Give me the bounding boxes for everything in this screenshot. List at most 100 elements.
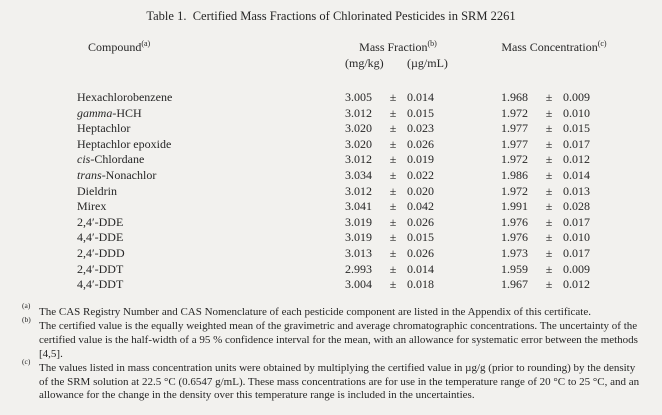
compound-cell: 4,4′-DDE bbox=[77, 230, 345, 246]
compound-cell: 2,4′-DDD bbox=[77, 246, 345, 262]
row-gap bbox=[451, 168, 501, 184]
compound-cell: Mirex bbox=[77, 199, 345, 215]
mc-pm: ± bbox=[545, 214, 553, 229]
row-gap bbox=[451, 215, 501, 231]
footnotes: (a) The CAS Registry Number and CAS Nomen… bbox=[22, 301, 640, 403]
compound-name: Mirex bbox=[77, 199, 107, 214]
footnote: (b) The certified value is the equally we… bbox=[22, 314, 638, 360]
mass-concentration-header-label: Mass Concentration bbox=[501, 40, 598, 54]
mf-value: 3.005 bbox=[345, 90, 372, 104]
mc-uncertainty: 0.017 bbox=[563, 214, 590, 229]
mf-uncertainty: 0.023 bbox=[407, 121, 434, 136]
mf-uncertainty: 0.019 bbox=[407, 152, 434, 167]
compound-cell: 2,4′-DDT bbox=[77, 262, 345, 278]
mc-pm: ± bbox=[545, 199, 553, 214]
mc-value: 1.976 bbox=[501, 214, 528, 229]
row-gap bbox=[451, 199, 501, 215]
mf-value: 3.013 bbox=[345, 245, 372, 260]
compound-header-sup: (a) bbox=[141, 39, 151, 48]
compound-italic: cis bbox=[77, 152, 91, 167]
table-units-row: (mg/kg) (µg/mL) bbox=[77, 56, 662, 71]
row-gap bbox=[451, 246, 501, 262]
mf-value: 3.020 bbox=[345, 121, 372, 136]
mf-value: 3.004 bbox=[345, 277, 372, 292]
compound-name: 2,4′-DDE bbox=[77, 214, 124, 229]
mf-pm: ± bbox=[389, 167, 397, 182]
mc-uncertainty: 0.009 bbox=[563, 261, 590, 276]
mf-uncertainty: 0.014 bbox=[407, 261, 434, 276]
mc-uncertainty: 0.015 bbox=[563, 121, 590, 136]
mc-uncertainty: 0.010 bbox=[563, 230, 590, 245]
compound-cell: 4,4′-DDT bbox=[77, 277, 345, 293]
mc-pm: ± bbox=[545, 245, 553, 260]
mf-value: 3.019 bbox=[345, 230, 372, 245]
compound-name: Hexachlorobenzene bbox=[77, 90, 173, 104]
mf-pm: ± bbox=[389, 230, 397, 245]
compound-cell: gamma-HCH bbox=[77, 106, 345, 122]
mc-uncertainty: 0.009 bbox=[563, 90, 590, 104]
mf-value: 3.019 bbox=[345, 214, 372, 229]
mc-pm: ± bbox=[545, 105, 553, 120]
mf-value: 3.034 bbox=[345, 167, 372, 182]
mc-value: 1.976 bbox=[501, 230, 528, 245]
mc-uncertainty: 0.010 bbox=[563, 105, 590, 120]
mc-value: 1.977 bbox=[501, 121, 528, 136]
table-header: Compound(a) Mass Fraction(b) Mass Concen… bbox=[77, 40, 662, 55]
mf-pm: ± bbox=[389, 245, 397, 260]
mc-value: 1.972 bbox=[501, 105, 528, 120]
mc-pm: ± bbox=[545, 277, 553, 292]
row-gap bbox=[451, 230, 501, 246]
mc-uncertainty: 0.014 bbox=[563, 167, 590, 182]
mf-pm: ± bbox=[389, 136, 397, 151]
mf-pm: ± bbox=[389, 90, 397, 104]
mf-pm: ± bbox=[389, 261, 397, 276]
row-gap bbox=[451, 262, 501, 278]
mf-pm: ± bbox=[389, 277, 397, 292]
mc-uncertainty: 0.013 bbox=[563, 183, 590, 198]
mc-uncertainty: 0.012 bbox=[563, 277, 590, 292]
compound-cell: Heptachlor bbox=[77, 121, 345, 137]
mc-value: 1.968 bbox=[501, 90, 528, 104]
mf-uncertainty: 0.026 bbox=[407, 245, 434, 260]
mf-uncertainty: 0.015 bbox=[407, 230, 434, 245]
mf-value: 3.041 bbox=[345, 199, 372, 214]
row-gap bbox=[451, 137, 501, 153]
mass-fraction-header-label: Mass Fraction bbox=[359, 40, 428, 54]
mf-uncertainty: 0.042 bbox=[407, 199, 434, 214]
mf-pm: ± bbox=[389, 199, 397, 214]
mc-value: 1.967 bbox=[501, 277, 528, 292]
footnote: (a) The CAS Registry Number and CAS Nomen… bbox=[22, 301, 591, 318]
mc-value: 1.986 bbox=[501, 167, 528, 182]
mc-value: 1.991 bbox=[501, 199, 528, 214]
mf-value: 3.020 bbox=[345, 136, 372, 151]
row-gap bbox=[451, 277, 501, 293]
mf-pm: ± bbox=[389, 105, 397, 120]
column-header-mass-fraction: Mass Fraction(b) bbox=[345, 40, 451, 55]
compound-name: -Chlordane bbox=[90, 152, 145, 167]
mc-value: 1.977 bbox=[501, 136, 528, 151]
column-header-mass-concentration: Mass Concentration(c) bbox=[501, 40, 607, 55]
unit-spacer bbox=[77, 56, 345, 71]
mass-fraction-unit: (mg/kg) bbox=[345, 56, 384, 70]
compound-name: -HCH bbox=[112, 105, 142, 120]
compound-name: Dieldrin bbox=[77, 183, 117, 198]
mf-value: 3.012 bbox=[345, 152, 372, 167]
compound-name: 4,4′-DDT bbox=[77, 277, 124, 292]
column-header-compound: Compound(a) bbox=[77, 40, 345, 55]
mc-pm: ± bbox=[545, 90, 553, 104]
compound-name: 2,4′-DDT bbox=[77, 261, 124, 276]
mc-value: 1.959 bbox=[501, 261, 528, 276]
mc-pm: ± bbox=[545, 230, 553, 245]
footnote-text: The values listed in mass concentration … bbox=[39, 361, 640, 402]
mc-uncertainty: 0.028 bbox=[563, 199, 590, 214]
mf-uncertainty: 0.020 bbox=[407, 183, 434, 198]
mc-value: 1.973 bbox=[501, 245, 528, 260]
row-gap bbox=[451, 121, 501, 137]
row-gap bbox=[451, 106, 501, 122]
mc-uncertainty: 0.017 bbox=[563, 136, 590, 151]
row-gap bbox=[451, 152, 501, 168]
mf-uncertainty: 0.018 bbox=[407, 277, 434, 292]
mc-uncertainty: 0.012 bbox=[563, 152, 590, 167]
mc-uncertainty: 0.017 bbox=[563, 245, 590, 260]
footnote-text: The certified value is the equally weigh… bbox=[39, 319, 638, 360]
